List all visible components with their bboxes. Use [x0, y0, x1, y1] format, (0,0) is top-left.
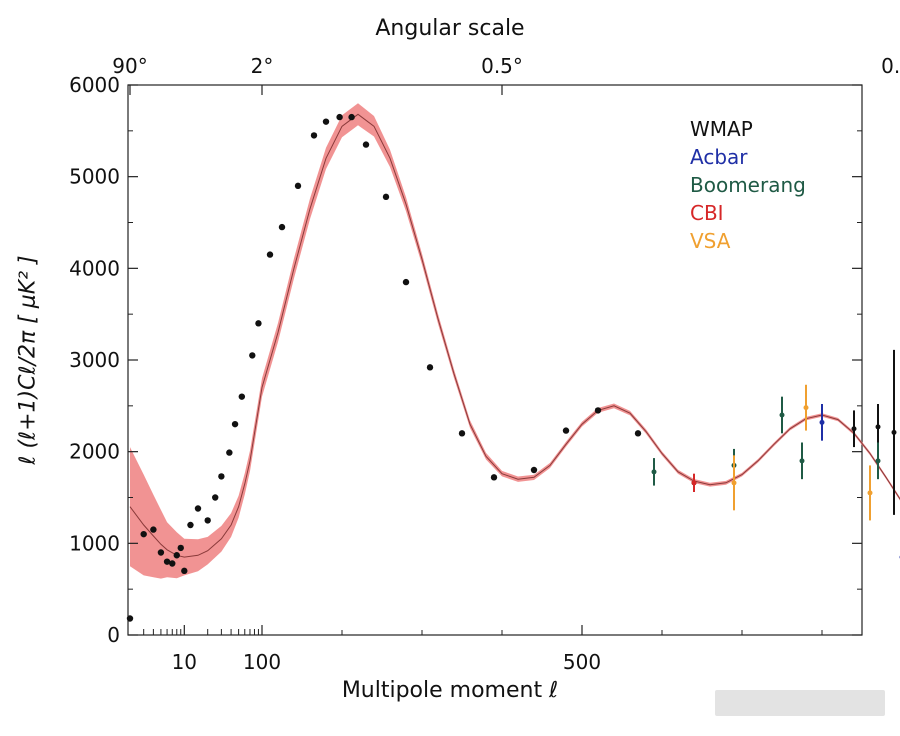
legend-entry: CBI [690, 201, 724, 225]
y-tick-label: 5000 [69, 165, 120, 189]
data-point [177, 544, 184, 552]
data-point [140, 530, 147, 538]
y-axis-title-wrap: ℓ (ℓ+1)Cℓ/2π [ μK² ] [8, 240, 48, 480]
data-point [867, 490, 873, 496]
data-point [266, 251, 274, 258]
x-tick-label: 500 [563, 650, 601, 674]
data-point [294, 182, 302, 190]
data-point [875, 458, 881, 464]
model-curve [129, 113, 900, 558]
data-point [169, 560, 176, 567]
plot-frame [127, 84, 863, 636]
data-point [691, 480, 697, 486]
y-tick-label: 1000 [69, 531, 120, 555]
data-point [310, 132, 318, 139]
top-tick-label: 0.5° [481, 54, 523, 78]
data-point [336, 113, 343, 121]
data-point [651, 469, 657, 475]
data-point [851, 426, 857, 432]
data-point [891, 429, 897, 435]
top-tick-label: 2° [251, 54, 274, 78]
top-tick-label: 90° [112, 54, 147, 78]
y-tick-label: 6000 [69, 73, 120, 97]
data-point [212, 494, 219, 501]
data-point [819, 419, 825, 425]
legend-entry: Acbar [690, 145, 748, 169]
data-point [278, 223, 286, 231]
x-axis-title: Multipole moment ℓ [341, 678, 559, 703]
series-vsa [731, 384, 873, 521]
data-point [402, 278, 410, 286]
y-tick-label: 2000 [69, 440, 120, 464]
data-point [634, 430, 642, 437]
data-point [226, 449, 233, 456]
legend-entry: WMAP [690, 117, 753, 141]
y-tick-label: 4000 [69, 256, 120, 280]
data-point [163, 558, 171, 565]
data-point [173, 552, 180, 559]
top-tick-label: 0.2° [881, 54, 900, 78]
y-axis-title: ℓ (ℓ+1)Cℓ/2π [ μK² ] [15, 255, 41, 465]
data-point [426, 364, 434, 371]
series-cbi [691, 473, 697, 492]
data-point [231, 420, 239, 428]
data-point [803, 405, 809, 411]
data-point [204, 517, 211, 524]
data-point [875, 424, 881, 430]
data-point [255, 320, 262, 327]
data-point [322, 118, 330, 125]
data-point [187, 521, 194, 529]
y-tick-label: 3000 [69, 348, 120, 372]
legend: WMAP Acbar Boomerang CBI VSA [690, 117, 806, 253]
data-points-layer [126, 113, 900, 622]
model-curve-layer [129, 113, 900, 558]
watermark-block [715, 690, 885, 716]
data-point [779, 412, 785, 418]
data-point [150, 526, 157, 533]
x-tick-label: 10 [172, 650, 197, 674]
data-point [238, 393, 246, 400]
data-point [490, 474, 498, 481]
series-boomerang [651, 396, 881, 486]
data-point [249, 352, 256, 359]
series-acbar [819, 404, 900, 559]
data-point [348, 113, 355, 121]
data-point [594, 407, 602, 414]
data-point [126, 615, 134, 622]
x-tick-label: 100 [243, 650, 281, 674]
y-tick-label: 0 [107, 623, 120, 647]
data-point [362, 141, 370, 148]
top-axis-title: Angular scale [375, 16, 525, 41]
data-point [530, 466, 538, 474]
data-point [194, 505, 202, 512]
legend-entry: VSA [690, 229, 731, 253]
data-point [218, 473, 225, 480]
data-point [731, 480, 737, 486]
data-point [157, 549, 165, 556]
axis-layer: 0100020003000400050006000101005001000150… [69, 54, 900, 674]
data-point [562, 427, 570, 434]
data-point [799, 458, 805, 464]
data-point [181, 567, 188, 575]
data-point [382, 193, 390, 201]
data-point [458, 430, 466, 437]
legend-entry: Boomerang [690, 173, 806, 197]
